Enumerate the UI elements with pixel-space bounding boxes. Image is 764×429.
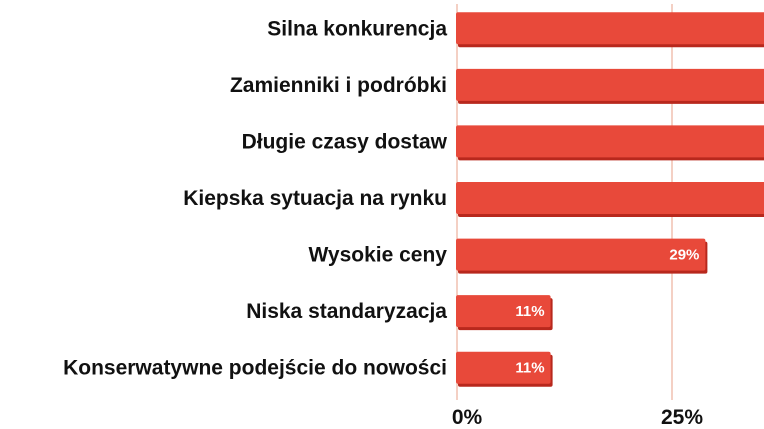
bar (456, 295, 551, 328)
category-label: Zamienniki i podróbki (230, 74, 447, 97)
bar-value-label: 29% (669, 247, 699, 264)
bar-value-label: 11% (515, 360, 544, 377)
bar (456, 68, 764, 101)
x-tick-labels: 0%25%50% (452, 406, 704, 429)
category-label: Długie czasy dostaw (242, 130, 448, 153)
bars-group: 68%61%61%50%29%11%11% (456, 12, 764, 387)
category-label: Niska standaryzacja (246, 300, 447, 323)
bar (456, 351, 551, 384)
category-label: Kiepska sytuacja na rynku (183, 187, 447, 210)
bar (456, 12, 764, 45)
bar (456, 182, 764, 214)
bar (456, 125, 764, 158)
category-labels: Silna konkurencja Zamienniki i podróbki Dł… (63, 17, 448, 379)
category-label: Silna konkurencja (267, 17, 447, 40)
bar (456, 238, 706, 271)
x-tick-label: 25% (661, 406, 703, 429)
bar-value-label: 11% (515, 303, 544, 320)
category-label: Konserwatywne podejście do nowości (63, 357, 447, 380)
category-label: Wysokie ceny (308, 244, 447, 267)
x-tick-label: 0% (452, 406, 483, 429)
